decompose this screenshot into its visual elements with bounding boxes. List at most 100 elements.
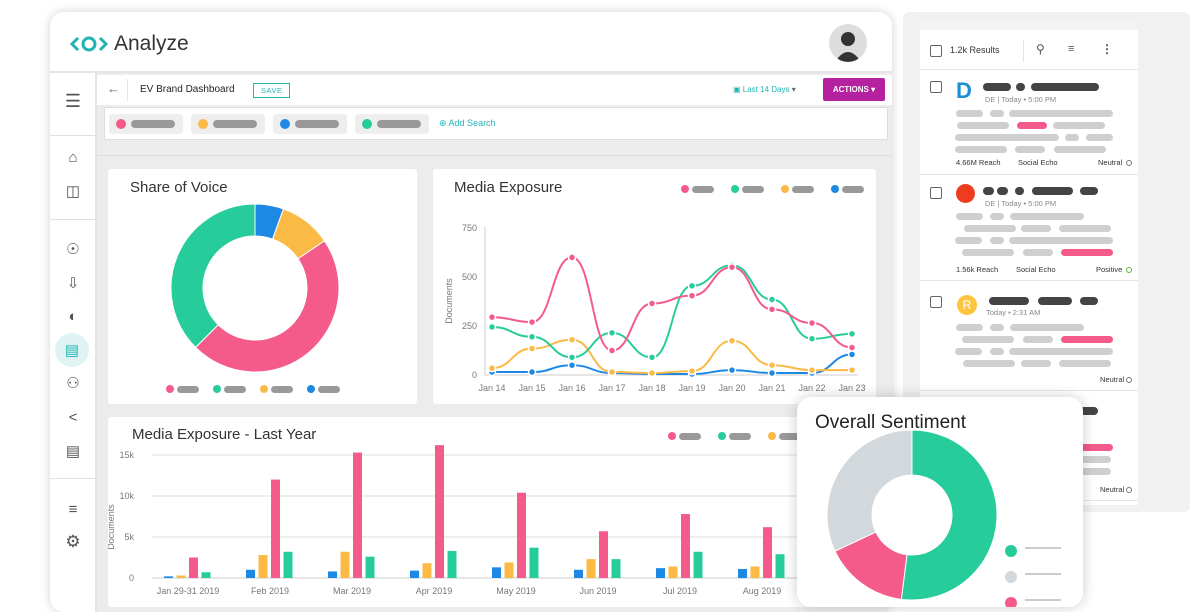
x-tick-label: Jan 22 bbox=[798, 383, 825, 393]
users-icon[interactable]: ⚇ bbox=[66, 375, 80, 392]
author-redacted bbox=[1080, 187, 1098, 195]
search-icon[interactable]: ⚲ bbox=[1036, 42, 1045, 56]
bar bbox=[365, 556, 375, 578]
chip-label-redacted bbox=[213, 120, 257, 128]
data-point bbox=[847, 350, 857, 359]
bar bbox=[504, 562, 514, 578]
legend-dot bbox=[681, 185, 689, 193]
series-line bbox=[491, 264, 853, 359]
report-icon[interactable]: ▤ bbox=[65, 443, 81, 460]
snippet-line bbox=[1023, 249, 1053, 256]
legend-label-redacted bbox=[742, 185, 764, 193]
home-icon[interactable]: ⌂ bbox=[68, 148, 78, 166]
bar bbox=[681, 514, 690, 578]
plus-circle-icon: ⊕ bbox=[439, 118, 449, 128]
snippet-line bbox=[1009, 110, 1113, 117]
dashboard-icon[interactable]: ◫ bbox=[65, 183, 81, 200]
legend-label-redacted bbox=[842, 185, 864, 193]
snippet-line bbox=[1023, 336, 1053, 343]
media-exposure-line-chart: 0 250 500 750 Documents Jan 14 Jan 15 Jan 16 Jan… bbox=[444, 223, 866, 393]
legend-label-redacted bbox=[177, 385, 199, 393]
result-checkbox[interactable] bbox=[930, 187, 942, 199]
date-range-selector[interactable]: ▣ Last 14 Days ▾ bbox=[733, 85, 796, 94]
bar bbox=[283, 551, 293, 578]
data-point bbox=[767, 295, 777, 304]
result-meta: DE | Today • 5:00 PM bbox=[985, 95, 1057, 104]
bar bbox=[517, 492, 526, 578]
data-point bbox=[567, 253, 577, 262]
result-checkbox[interactable] bbox=[930, 296, 942, 308]
result-item[interactable]: R Today • 2:31 AM Neutral bbox=[920, 281, 1138, 391]
card-title: Overall Sentiment bbox=[815, 412, 967, 433]
search-chip[interactable] bbox=[109, 114, 183, 134]
bar bbox=[574, 569, 583, 578]
bar bbox=[176, 575, 186, 578]
arrow-left-icon[interactable]: ← bbox=[107, 81, 120, 96]
bar bbox=[435, 445, 444, 578]
app-window: Analyze ☰ ⌂ ◫ ☉ ⇩ ◐ ▤ ⚇ < ▤ ≡ ⚙ ← EV Bra… bbox=[50, 12, 892, 612]
search-chip[interactable] bbox=[355, 114, 429, 134]
y-axis-label: Documents bbox=[108, 504, 116, 550]
reach-label: 4.66M Reach bbox=[956, 158, 1001, 167]
bar bbox=[738, 568, 747, 578]
bar bbox=[599, 531, 608, 578]
save-button[interactable]: SAVE bbox=[253, 83, 291, 98]
bar bbox=[763, 527, 772, 578]
results-count: 1.2k Results bbox=[950, 45, 1000, 55]
bar bbox=[422, 563, 432, 578]
share-icon[interactable]: < bbox=[68, 408, 78, 426]
legend-dot bbox=[1005, 544, 1017, 557]
source-label: Social Echo bbox=[1016, 265, 1056, 274]
neutral-indicator-icon bbox=[1126, 377, 1132, 383]
legend-dot bbox=[307, 385, 315, 393]
y-tick-label: 5k bbox=[124, 532, 134, 542]
inbox-download-icon[interactable]: ⇩ bbox=[66, 275, 80, 292]
color-dot bbox=[116, 119, 126, 129]
chart-legend bbox=[681, 185, 864, 193]
legend-label-redacted bbox=[679, 432, 701, 440]
search-chip[interactable] bbox=[191, 114, 265, 134]
user-avatar[interactable] bbox=[829, 24, 867, 62]
result-checkbox[interactable] bbox=[930, 81, 942, 93]
legend-label-redacted bbox=[1025, 547, 1061, 549]
data-point bbox=[767, 305, 777, 314]
divider bbox=[1023, 40, 1024, 62]
legend-label-redacted bbox=[779, 432, 801, 440]
sentiment-label: Neutral bbox=[1100, 375, 1125, 384]
sidebar: ☰ ⌂ ◫ ☉ ⇩ ◐ ▤ ⚇ < ▤ ≡ ⚙ bbox=[50, 73, 97, 612]
data-point bbox=[487, 322, 497, 332]
y-tick-label: 0 bbox=[472, 370, 477, 380]
snippet-line bbox=[956, 110, 983, 117]
bar-chart-icon[interactable]: ▤ bbox=[55, 333, 89, 367]
data-point bbox=[607, 328, 617, 338]
add-search-button[interactable]: ⊕ Add Search bbox=[439, 118, 496, 129]
compass-icon[interactable]: ☉ bbox=[66, 241, 80, 258]
result-item[interactable]: DE | Today • 5:00 PM 1.56k Reach Social … bbox=[920, 175, 1138, 281]
data-point bbox=[727, 365, 737, 375]
data-point bbox=[767, 360, 777, 370]
bar bbox=[775, 554, 785, 578]
actions-button[interactable]: ACTIONS ▾ bbox=[823, 78, 885, 101]
chip-label-redacted bbox=[377, 120, 421, 128]
menu-icon[interactable]: ☰ bbox=[64, 90, 82, 111]
sort-icon[interactable]: ≡ bbox=[1068, 43, 1075, 55]
divider bbox=[920, 69, 1138, 70]
more-icon[interactable]: ⋮ bbox=[1101, 42, 1113, 56]
select-all-checkbox[interactable] bbox=[930, 45, 942, 57]
sentiment-label: Neutral bbox=[1100, 485, 1125, 494]
search-chip[interactable] bbox=[273, 114, 347, 134]
gauge-icon[interactable]: ◐ bbox=[68, 307, 78, 325]
share-of-voice-card: Share of Voice bbox=[108, 169, 417, 404]
data-point bbox=[847, 343, 857, 352]
x-tick-label: Jun 2019 bbox=[579, 586, 616, 596]
bar bbox=[328, 571, 337, 578]
data-point bbox=[527, 317, 537, 327]
result-item[interactable]: D DE | Today • 5:00 PM 4.66M Reach Socia… bbox=[920, 70, 1138, 175]
data-point bbox=[647, 368, 657, 378]
snippet-line bbox=[962, 249, 1014, 256]
reach-label: 1.56k Reach bbox=[956, 265, 999, 274]
gear-icon[interactable]: ⚙ bbox=[65, 532, 81, 551]
snippet-line bbox=[964, 225, 1016, 232]
add-search-label: Add Search bbox=[448, 118, 496, 128]
sliders-icon[interactable]: ≡ bbox=[68, 500, 78, 518]
